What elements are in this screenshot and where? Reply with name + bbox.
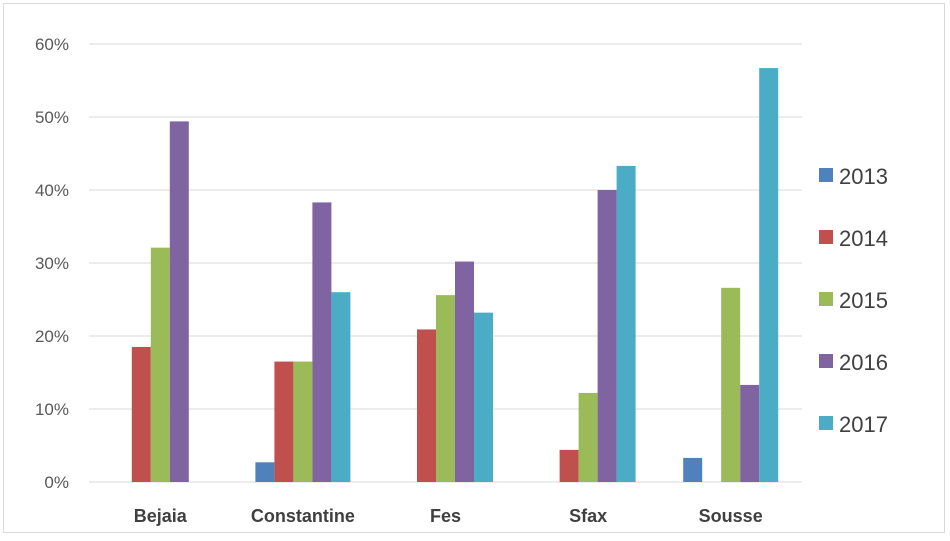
chart-frame: 0% 10% 20% 30% 40% 50% 60% Bejaia Constantine Fe…	[3, 3, 945, 533]
bar-2017-constantine	[331, 292, 351, 482]
bar-2016-sfax	[597, 190, 617, 482]
legend-label: 2017	[839, 412, 888, 437]
y-tick-label: 20%	[35, 327, 69, 346]
y-axis: 0% 10% 20% 30% 40% 50% 60%	[35, 35, 69, 492]
y-tick-label: 10%	[35, 400, 69, 419]
y-tick-label: 60%	[35, 35, 69, 54]
bar-2016-sousse	[740, 384, 760, 482]
legend-swatch-2017	[819, 416, 833, 430]
legend-swatch-2014	[819, 230, 833, 244]
x-axis: Bejaia Constantine Fes Sfax Sousse	[134, 506, 763, 526]
legend-label: 2016	[839, 350, 888, 375]
legend-swatch-2015	[819, 292, 833, 306]
legend-swatch-2013	[819, 168, 833, 182]
x-tick-label: Constantine	[251, 506, 355, 526]
bar-2015-sousse	[721, 287, 741, 482]
bar-2015-constantine	[293, 361, 313, 482]
x-tick-label: Sfax	[569, 506, 607, 526]
bar-2017-sousse	[759, 68, 779, 482]
legend: 2013 2014 2015 2016 2017	[819, 164, 888, 437]
legend-swatch-2016	[819, 354, 833, 368]
y-tick-label: 0%	[44, 473, 69, 492]
bar-2016-constantine	[312, 202, 332, 482]
bar-2015-sfax	[578, 392, 598, 482]
x-tick-label: Fes	[430, 506, 461, 526]
bar-2016-fes	[455, 261, 474, 482]
bar-2015-fes	[436, 295, 455, 482]
legend-label: 2013	[839, 164, 888, 189]
x-tick-label: Bejaia	[134, 506, 188, 526]
bar-2014-sfax	[559, 449, 579, 482]
x-tick-label: Sousse	[699, 506, 763, 526]
bar-2017-sfax	[616, 165, 636, 482]
bar-2015-bejaia	[150, 247, 170, 482]
bar-2013-sousse	[683, 457, 703, 482]
bars	[131, 68, 779, 482]
y-tick-label: 30%	[35, 254, 69, 273]
bar-2013-constantine	[255, 462, 275, 482]
bar-2017-fes	[474, 312, 493, 482]
bar-2014-constantine	[274, 361, 294, 482]
bar-2016-bejaia	[169, 121, 189, 482]
y-tick-label: 40%	[35, 181, 69, 200]
bar-2014-fes	[417, 329, 436, 482]
y-tick-label: 50%	[35, 108, 69, 127]
bar-2014-bejaia	[131, 346, 151, 482]
legend-label: 2015	[839, 288, 888, 313]
legend-label: 2014	[839, 226, 888, 251]
bar-chart: 0% 10% 20% 30% 40% 50% 60% Bejaia Constantine Fe…	[35, 35, 888, 526]
